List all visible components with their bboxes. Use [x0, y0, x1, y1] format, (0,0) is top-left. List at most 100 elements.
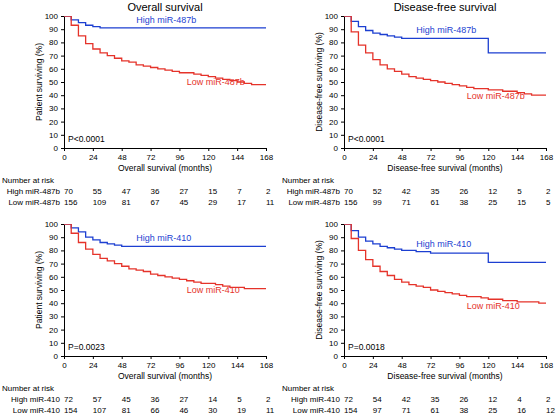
y-tick: 50 — [329, 78, 344, 87]
at-risk-count: 156 — [64, 198, 78, 207]
x-axis: 024487296120144168 — [342, 148, 553, 162]
tick-mark — [61, 108, 64, 109]
tick-label: 72 — [427, 153, 436, 162]
y-tick: 30 — [49, 312, 64, 321]
y-axis-title: Patient surviving (%) — [34, 251, 44, 329]
y-tick: 90 — [49, 25, 64, 34]
x-axis: 024487296120144168 — [62, 356, 273, 370]
survival-curve — [64, 16, 266, 85]
at-risk-row-label: Low miR-410 — [293, 406, 341, 415]
tick-label: 60 — [49, 65, 58, 74]
y-tick: 50 — [329, 286, 344, 295]
x-tick: 24 — [89, 356, 98, 370]
tick-label: 70 — [329, 52, 338, 61]
tick-mark — [373, 356, 374, 359]
at-risk-count: 42 — [402, 395, 411, 404]
tick-label: 24 — [369, 153, 378, 162]
tick-mark — [179, 148, 180, 151]
km-panel: 0102030405060708090100024487296120144168… — [282, 220, 555, 415]
y-tick: 40 — [49, 91, 64, 100]
tick-label: 70 — [49, 260, 58, 269]
tick-label: 50 — [329, 286, 338, 295]
y-axis: 0102030405060708090100 — [45, 12, 65, 153]
series-label: Low miR-410 — [187, 285, 240, 295]
axis-line — [341, 17, 345, 149]
at-risk-count: 5 — [237, 395, 242, 404]
tick-label: 30 — [329, 312, 338, 321]
x-axis-title: Overall survival (months) — [118, 371, 212, 381]
tick-mark — [61, 356, 64, 357]
tick-mark — [402, 148, 403, 151]
x-axis: 024487296120144168 — [342, 356, 553, 370]
tick-mark — [517, 356, 518, 359]
tick-mark — [431, 356, 432, 359]
tick-label: 20 — [49, 118, 58, 127]
tick-mark — [341, 108, 344, 109]
tick-mark — [208, 356, 209, 359]
y-tick: 70 — [49, 260, 64, 269]
at-risk-count: 99 — [373, 198, 382, 207]
tick-label: 80 — [329, 38, 338, 47]
y-tick: 80 — [49, 246, 64, 255]
tick-label: 120 — [202, 153, 216, 162]
at-risk-count: 19 — [237, 406, 246, 415]
tick-mark — [61, 148, 64, 149]
tick-mark — [341, 290, 344, 291]
tick-label: 60 — [49, 273, 58, 282]
tick-mark — [373, 148, 374, 151]
tick-mark — [341, 316, 344, 317]
tick-mark — [61, 56, 64, 57]
tick-label: 0 — [54, 352, 59, 361]
tick-mark — [341, 343, 344, 344]
tick-label: 60 — [329, 273, 338, 282]
tick-mark — [341, 264, 344, 265]
at-risk-count: 67 — [151, 198, 160, 207]
tick-mark — [546, 148, 547, 151]
x-tick: 0 — [62, 148, 67, 162]
at-risk-count: 45 — [122, 395, 131, 404]
series-label: High miR-487b — [136, 15, 196, 25]
tick-mark — [341, 82, 344, 83]
at-risk-count: 81 — [122, 406, 131, 415]
tick-label: 80 — [329, 246, 338, 255]
tick-mark — [341, 224, 344, 225]
tick-mark — [61, 250, 64, 251]
x-tick: 24 — [89, 148, 98, 162]
tick-label: 0 — [342, 361, 347, 370]
chart-title: Disease-free survival — [394, 1, 497, 13]
x-tick: 0 — [342, 148, 347, 162]
plot-area — [344, 224, 546, 303]
at-risk-count: 15 — [517, 198, 526, 207]
chart-title: Overall survival — [127, 1, 202, 13]
x-tick: 48 — [398, 356, 407, 370]
tick-mark — [341, 330, 344, 331]
x-tick: 24 — [369, 356, 378, 370]
tick-mark — [61, 42, 64, 43]
x-tick: 96 — [455, 356, 464, 370]
at-risk-count: 61 — [431, 406, 440, 415]
at-risk-row-label: Low miR-410 — [13, 406, 61, 415]
y-tick: 20 — [329, 326, 344, 335]
axis-line — [61, 17, 65, 149]
tick-label: 144 — [511, 153, 525, 162]
tick-mark — [122, 356, 123, 359]
y-tick: 20 — [49, 118, 64, 127]
at-risk-count: 156 — [344, 198, 358, 207]
x-tick: 168 — [260, 356, 274, 370]
survival-curve — [344, 224, 546, 303]
tick-label: 100 — [45, 12, 59, 21]
x-tick: 48 — [118, 148, 127, 162]
tick-label: 168 — [540, 153, 554, 162]
at-risk-count: 27 — [179, 187, 188, 196]
tick-label: 10 — [49, 131, 58, 140]
at-risk-count: 26 — [459, 395, 468, 404]
at-risk-count: 29 — [208, 198, 217, 207]
tick-label: 48 — [398, 361, 407, 370]
tick-mark — [341, 277, 344, 278]
at-risk-count: 2 — [266, 187, 271, 196]
x-tick: 120 — [482, 356, 496, 370]
x-tick: 72 — [427, 148, 436, 162]
tick-mark — [61, 82, 64, 83]
at-risk-count: 71 — [402, 198, 411, 207]
tick-mark — [341, 356, 344, 357]
